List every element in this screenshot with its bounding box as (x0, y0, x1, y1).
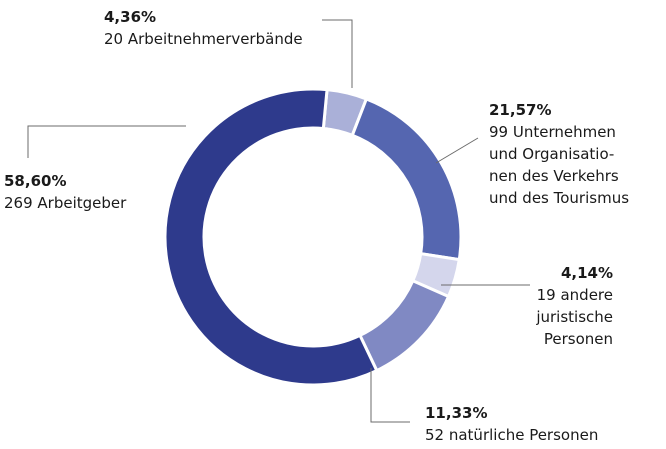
label-unternehmen-text: 99 Unternehmen und Organisatio- nen des … (489, 123, 630, 207)
leader-natuerliche (370, 368, 410, 423)
label-unternehmen: 21,57% 99 Unternehmen und Organisatio- n… (489, 99, 629, 209)
leader-arbeitnehmer (322, 19, 353, 88)
slice-natuerliche (357, 278, 451, 373)
label-natuerliche: 11,33% 52 natürliche Personen (425, 402, 598, 446)
label-arbeitgeber-text: 269 Arbeitgeber (4, 194, 127, 212)
leader-arbeitgeber (27, 125, 186, 158)
donut-slices (163, 87, 463, 387)
slice-arbeitgeber (163, 87, 379, 387)
leader-unternehmen (435, 137, 479, 164)
label-juristische-percent: 4,14% (560, 264, 613, 282)
label-juristische-text: 19 andere juristische Personen (536, 286, 613, 348)
label-natuerliche-percent: 11,33% (425, 404, 488, 422)
label-unternehmen-percent: 21,57% (489, 101, 552, 119)
label-arbeitgeber: 58,60% 269 Arbeitgeber (4, 170, 126, 214)
label-natuerliche-text: 52 natürliche Personen (425, 426, 599, 444)
label-arbeitnehmer-percent: 4,36% (104, 8, 157, 26)
slice-unternehmen (350, 97, 463, 262)
label-arbeitnehmer-text: 20 Arbeitnehmerverbände (104, 30, 303, 48)
label-arbeitgeber-percent: 58,60% (4, 172, 67, 190)
leader-lines (27, 19, 530, 423)
label-arbeitnehmer: 4,36% 20 Arbeitnehmerverbände (104, 6, 303, 50)
label-juristische: 4,14% 19 andere juristische Personen (456, 262, 613, 350)
